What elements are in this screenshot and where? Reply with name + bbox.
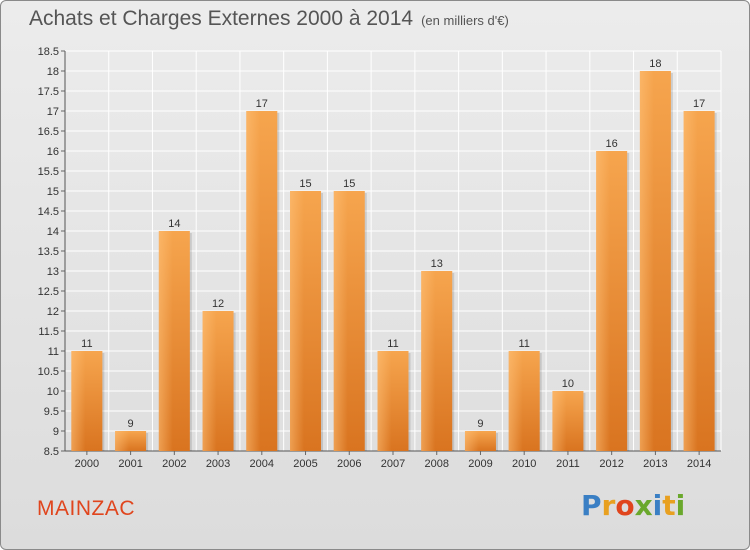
x-tick-label: 2014 bbox=[687, 458, 711, 470]
bar-highlight bbox=[596, 151, 611, 451]
proxiti-logo[interactable]: Proxiti bbox=[581, 489, 686, 522]
x-tick-label: 2005 bbox=[293, 458, 317, 470]
x-tick-label: 2011 bbox=[556, 458, 580, 470]
chart-title-text: Achats et Charges Externes 2000 à 2014 bbox=[29, 7, 414, 30]
y-tick-label: 10 bbox=[47, 386, 59, 398]
bar-highlight bbox=[246, 111, 261, 451]
x-tick-label: 2006 bbox=[337, 458, 361, 470]
y-tick-label: 17 bbox=[47, 106, 59, 118]
value-label: 11 bbox=[518, 338, 529, 350]
y-tick-label: 13.5 bbox=[38, 246, 59, 258]
y-tick-label: 9.5 bbox=[44, 406, 59, 418]
value-label: 15 bbox=[299, 178, 311, 190]
chart-subtitle: (en milliers d'€) bbox=[421, 13, 509, 28]
y-tick-label: 15 bbox=[47, 186, 59, 198]
bar-highlight bbox=[508, 351, 523, 451]
bar-highlight bbox=[158, 231, 173, 451]
bar-highlight bbox=[683, 111, 698, 451]
value-label: 13 bbox=[431, 258, 443, 270]
y-tick-label: 14.5 bbox=[38, 206, 59, 218]
bar-highlight bbox=[421, 271, 436, 451]
y-tick-label: 15.5 bbox=[38, 166, 59, 178]
x-tick-label: 2013 bbox=[643, 458, 667, 470]
y-tick-label: 12 bbox=[47, 306, 59, 318]
y-tick-label: 17.5 bbox=[38, 86, 59, 98]
y-tick-label: 10.5 bbox=[38, 366, 59, 378]
y-tick-label: 11.5 bbox=[38, 326, 59, 338]
value-label: 18 bbox=[649, 58, 661, 70]
value-label: 12 bbox=[212, 298, 224, 310]
bar-highlight bbox=[552, 391, 567, 451]
value-label: 9 bbox=[128, 418, 134, 430]
x-tick-label: 2004 bbox=[250, 458, 274, 470]
y-tick-label: 11 bbox=[48, 346, 59, 358]
chart-title: Achats et Charges Externes 2000 à 2014 (e… bbox=[29, 7, 509, 31]
bars bbox=[71, 71, 717, 451]
value-labels: 11 9 14 12 17 15 15 11 13 9 11 10 16 18 17 bbox=[81, 58, 705, 430]
x-tick-label: 2007 bbox=[381, 458, 405, 470]
value-label: 10 bbox=[562, 378, 574, 390]
value-label: 15 bbox=[343, 178, 355, 190]
y-tick-label: 13 bbox=[47, 266, 59, 278]
value-label: 9 bbox=[477, 418, 483, 430]
x-tick-label: 2002 bbox=[162, 458, 186, 470]
value-label: 11 bbox=[387, 338, 398, 350]
bar-highlight bbox=[115, 431, 130, 451]
y-tick-label: 16 bbox=[47, 146, 59, 158]
value-label: 17 bbox=[256, 98, 268, 110]
y-tick-label: 18 bbox=[47, 66, 59, 78]
value-label: 16 bbox=[606, 138, 618, 150]
bar-highlight bbox=[464, 431, 479, 451]
bar-highlight bbox=[202, 311, 217, 451]
bar-highlight bbox=[639, 71, 654, 451]
bar-highlight bbox=[71, 351, 86, 451]
bar-highlight bbox=[377, 351, 392, 451]
x-tick-label: 2010 bbox=[512, 458, 536, 470]
commune-name: MAINZAC bbox=[37, 497, 135, 520]
x-tick-label: 2012 bbox=[599, 458, 623, 470]
y-tick-label: 9 bbox=[53, 426, 59, 438]
x-tick-label: 2001 bbox=[118, 458, 142, 470]
x-tick-label: 2000 bbox=[75, 458, 99, 470]
y-tick-label: 16.5 bbox=[38, 126, 59, 138]
bar-highlight bbox=[333, 191, 348, 451]
y-tick-label: 8.5 bbox=[44, 446, 59, 458]
y-tick-label: 14 bbox=[47, 226, 59, 238]
value-label: 11 bbox=[81, 338, 92, 350]
x-tick-label: 2003 bbox=[206, 458, 230, 470]
bar-highlight bbox=[290, 191, 304, 451]
value-label: 14 bbox=[168, 218, 180, 230]
y-tick-label: 12.5 bbox=[38, 286, 59, 298]
y-tick-label: 18.5 bbox=[38, 46, 59, 58]
x-tick-label: 2008 bbox=[424, 458, 448, 470]
x-tick-label: 2009 bbox=[468, 458, 492, 470]
value-label: 17 bbox=[693, 98, 705, 110]
